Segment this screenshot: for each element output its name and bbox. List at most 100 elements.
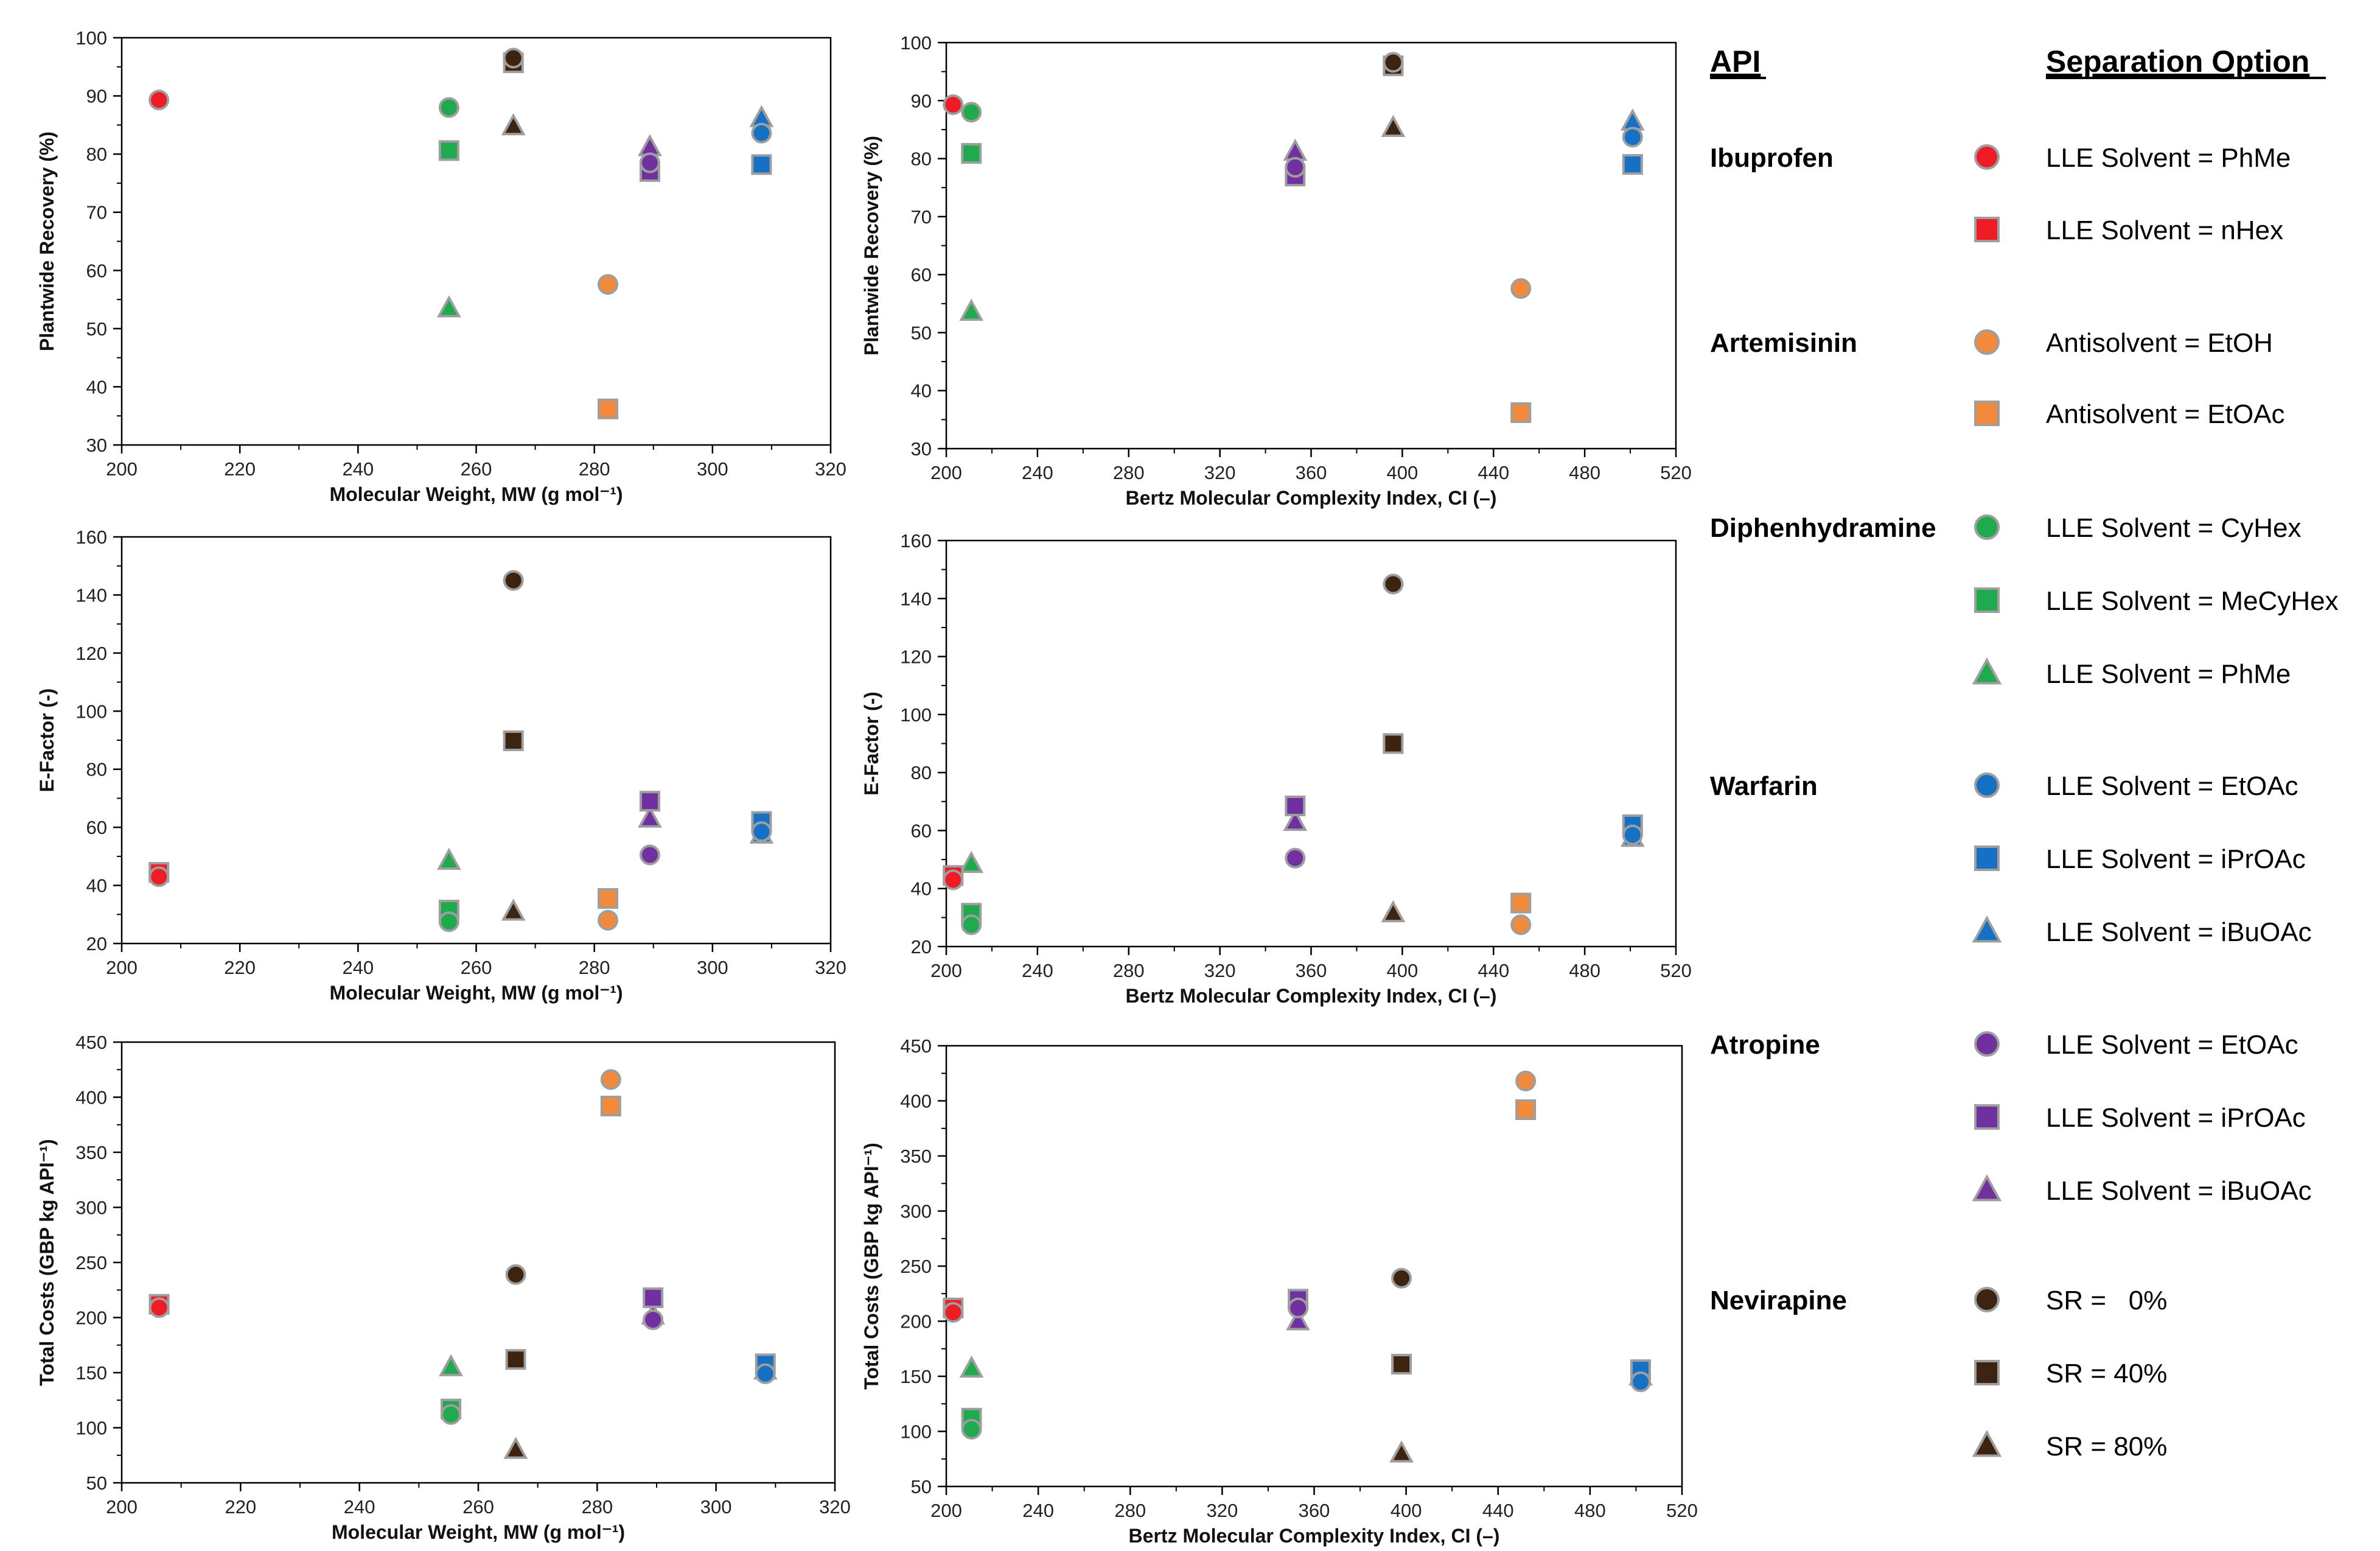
y-tick-label: 80 xyxy=(911,762,932,783)
y-tick-label: 120 xyxy=(75,643,107,664)
data-point-warfarin-lle-solvent-iproac xyxy=(751,154,772,175)
x-tick-label: 300 xyxy=(697,458,728,480)
data-point-atropine-lle-solvent-iproac xyxy=(1285,795,1306,816)
x-axis-label: Molecular Weight, MW (g mol⁻¹) xyxy=(329,982,623,1004)
y-tick-label: 150 xyxy=(75,1362,107,1384)
legend-marker-artemisinin-circle xyxy=(1974,329,2000,355)
x-tick-label: 320 xyxy=(819,1496,851,1518)
y-axis-label: Plantwide Recovery (%) xyxy=(860,136,882,355)
y-tick-label: 350 xyxy=(75,1142,107,1163)
legend-entry-label: LLE Solvent = iPrOAc xyxy=(2046,1103,2306,1133)
x-tick-label: 480 xyxy=(1569,462,1600,483)
scatter-chart-1: 200 220 240 260 280 300 320 30 40 50 60 70 80 90 100 Mo… xyxy=(36,27,846,505)
x-tick-label: 240 xyxy=(1022,462,1053,483)
data-point-atropine-lle-solvent-ibuoac xyxy=(1286,1308,1310,1331)
data-point-atropine-lle-solvent-etoac xyxy=(639,152,660,173)
x-tick-label: 300 xyxy=(697,957,728,978)
y-tick-label: 60 xyxy=(911,264,932,285)
y-tick-label: 160 xyxy=(900,530,932,551)
y-tick-label: 30 xyxy=(911,438,932,460)
legend-marker-diphenhydramine-square xyxy=(1974,587,2000,613)
legend-marker-diphenhydramine-triangle xyxy=(1972,657,2002,685)
x-tick-label: 320 xyxy=(1207,1500,1238,1521)
y-axis-label: Plantwide Recovery (%) xyxy=(36,131,58,351)
scatter-chart-2: 200 240 280 320 360 400 440 480 520 30 40 50 60 70 80 9… xyxy=(860,32,1692,509)
data-point-atropine-lle-solvent-ibuoac xyxy=(1283,808,1308,832)
x-tick-label: 360 xyxy=(1296,960,1327,981)
y-tick-label: 20 xyxy=(86,933,107,954)
legend-entry-label: SR = 0% xyxy=(2046,1286,2167,1315)
plot-frame xyxy=(945,539,1677,948)
data-point-warfarin-lle-solvent-etoac xyxy=(755,1363,776,1384)
x-tick-label: 280 xyxy=(581,1496,613,1518)
legend-marker-nevirapine-square xyxy=(1974,1360,2000,1385)
data-point-artemisinin-antisolvent-etoh xyxy=(597,909,618,931)
plot-frame xyxy=(120,37,832,446)
x-tick-label: 520 xyxy=(1660,462,1692,483)
legend-marker-nevirapine-triangle xyxy=(1972,1429,2002,1457)
data-point-artemisinin-antisolvent-etoac xyxy=(600,1095,621,1116)
data-point-nevirapine-sr-40 xyxy=(503,730,524,751)
y-tick-label: 50 xyxy=(911,1476,932,1497)
legend-entry-label: LLE Solvent = PhMe xyxy=(2046,143,2291,173)
y-tick-label: 20 xyxy=(911,936,932,958)
y-tick-label: 40 xyxy=(911,878,932,900)
y-tick-label: 70 xyxy=(86,202,107,223)
data-point-artemisinin-antisolvent-etoh xyxy=(1515,1070,1537,1091)
x-axis-label: Molecular Weight, MW (g mol⁻¹) xyxy=(329,483,623,505)
data-point-diphenhydramine-lle-solvent-mecyhex xyxy=(438,140,459,161)
legend-marker-ibuprofen-square xyxy=(1974,217,2000,242)
x-tick-label: 200 xyxy=(930,462,962,483)
plot-frame xyxy=(945,41,1677,450)
data-point-nevirapine-sr-40 xyxy=(505,1349,526,1370)
y-tick-label: 60 xyxy=(86,817,107,838)
x-tick-label: 480 xyxy=(1574,1500,1606,1521)
legend-api-header: API xyxy=(1710,44,1761,79)
scatter-chart-6: 200 240 280 320 360 400 440 480 520 50 100 150 200 25… xyxy=(860,1035,1698,1547)
x-tick-label: 260 xyxy=(462,1496,494,1518)
y-tick-label: 140 xyxy=(900,588,932,609)
data-point-diphenhydramine-lle-solvent-phme xyxy=(439,1354,463,1376)
x-tick-label: 440 xyxy=(1478,462,1509,483)
x-tick-label: 320 xyxy=(815,957,846,978)
y-tick-label: 70 xyxy=(911,206,932,228)
x-tick-label: 520 xyxy=(1666,1500,1698,1521)
legend-api-ibuprofen: Ibuprofen xyxy=(1710,143,1834,173)
data-point-atropine-lle-solvent-ibuoac xyxy=(638,805,662,828)
y-tick-label: 100 xyxy=(75,1418,107,1439)
data-point-diphenhydramine-lle-solvent-phme xyxy=(959,298,984,321)
y-tick-label: 100 xyxy=(900,704,932,726)
data-point-diphenhydramine-lle-solvent-mecyhex xyxy=(961,142,982,164)
data-point-atropine-lle-solvent-iproac xyxy=(639,791,660,812)
y-tick-label: 80 xyxy=(86,144,107,165)
legend-option-header: Separation Option xyxy=(2046,44,2309,79)
legend-entry-label: SR = 80% xyxy=(2046,1432,2167,1462)
data-point-diphenhydramine-lle-solvent-phme xyxy=(436,847,461,870)
y-tick-label: 60 xyxy=(86,260,107,281)
data-point-nevirapine-sr-80 xyxy=(501,898,526,921)
data-point-artemisinin-antisolvent-etoac xyxy=(1515,1099,1537,1120)
data-point-warfarin-lle-solvent-etoac xyxy=(751,821,772,842)
data-point-diphenhydramine-lle-solvent-cyhex xyxy=(438,911,459,933)
data-point-artemisinin-antisolvent-etoac xyxy=(597,888,618,909)
data-point-nevirapine-sr-0 xyxy=(1391,1267,1412,1289)
y-tick-label: 100 xyxy=(900,32,932,54)
x-axis-label: Bertz Molecular Complexity Index, CI (–) xyxy=(1126,985,1497,1007)
x-axis-label: Bertz Molecular Complexity Index, CI (–) xyxy=(1126,487,1497,509)
data-point-atropine-lle-solvent-iproac xyxy=(643,1287,664,1308)
y-tick-label: 200 xyxy=(900,1311,932,1332)
y-axis-label: Total Costs (GBP kg API⁻¹) xyxy=(36,1139,58,1386)
x-tick-label: 320 xyxy=(1204,960,1236,981)
data-point-atropine-lle-solvent-etoac xyxy=(1288,1297,1309,1318)
x-tick-label: 280 xyxy=(579,957,610,978)
legend-marker-diphenhydramine-circle xyxy=(1974,514,2000,540)
x-tick-label: 480 xyxy=(1569,960,1600,981)
data-point-artemisinin-antisolvent-etoac xyxy=(1510,402,1532,423)
x-tick-label: 200 xyxy=(106,957,138,978)
data-point-nevirapine-sr-0 xyxy=(1383,52,1404,73)
x-tick-label: 200 xyxy=(930,1500,962,1521)
x-tick-label: 200 xyxy=(106,458,138,480)
data-point-warfarin-lle-solvent-etoac xyxy=(1622,127,1643,148)
y-tick-label: 250 xyxy=(900,1256,932,1277)
data-point-nevirapine-sr-0 xyxy=(503,570,524,591)
